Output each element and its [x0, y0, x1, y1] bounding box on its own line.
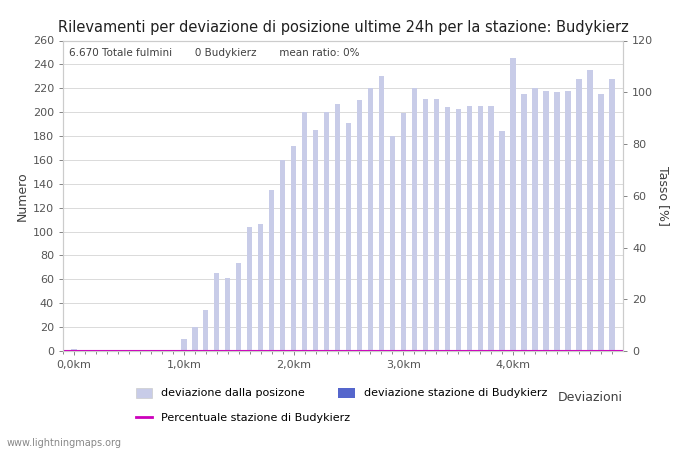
- Bar: [554, 92, 560, 351]
- Bar: [477, 106, 483, 351]
- Bar: [609, 79, 615, 351]
- Bar: [258, 225, 263, 351]
- Bar: [500, 131, 505, 351]
- Bar: [71, 349, 77, 351]
- Bar: [543, 90, 549, 351]
- Bar: [236, 263, 241, 351]
- Bar: [390, 136, 395, 351]
- Bar: [412, 88, 417, 351]
- Bar: [489, 106, 494, 351]
- Bar: [444, 108, 450, 351]
- Bar: [400, 113, 406, 351]
- Text: 6.670 Totale fulmini       0 Budykierz       mean ratio: 0%: 6.670 Totale fulmini 0 Budykierz mean ra…: [69, 48, 359, 58]
- Bar: [269, 190, 274, 351]
- Bar: [214, 273, 220, 351]
- Bar: [280, 160, 286, 351]
- Bar: [225, 278, 230, 351]
- Bar: [357, 100, 362, 351]
- Bar: [302, 112, 307, 351]
- Bar: [566, 90, 570, 351]
- Bar: [598, 94, 604, 351]
- Bar: [576, 79, 582, 351]
- Bar: [203, 310, 209, 351]
- Text: Deviazioni: Deviazioni: [558, 392, 623, 405]
- Bar: [533, 88, 538, 351]
- Bar: [313, 130, 319, 351]
- Bar: [346, 123, 351, 351]
- Bar: [522, 94, 527, 351]
- Bar: [159, 350, 164, 351]
- Bar: [433, 99, 439, 351]
- Bar: [510, 58, 516, 351]
- Bar: [379, 76, 384, 351]
- Bar: [192, 327, 197, 351]
- Bar: [181, 339, 186, 351]
- Bar: [466, 106, 472, 351]
- Bar: [587, 70, 593, 351]
- Bar: [335, 104, 340, 351]
- Bar: [324, 112, 329, 351]
- Bar: [368, 88, 373, 351]
- Bar: [290, 146, 296, 351]
- Bar: [247, 227, 253, 351]
- Y-axis label: Tasso [%]: Tasso [%]: [657, 166, 670, 226]
- Bar: [423, 99, 428, 351]
- Text: www.lightningmaps.org: www.lightningmaps.org: [7, 438, 122, 448]
- Legend: Percentuale stazione di Budykierz: Percentuale stazione di Budykierz: [136, 413, 351, 423]
- Y-axis label: Numero: Numero: [15, 171, 29, 220]
- Title: Rilevamenti per deviazione di posizione ultime 24h per la stazione: Budykierz: Rilevamenti per deviazione di posizione …: [57, 20, 629, 35]
- Bar: [456, 108, 461, 351]
